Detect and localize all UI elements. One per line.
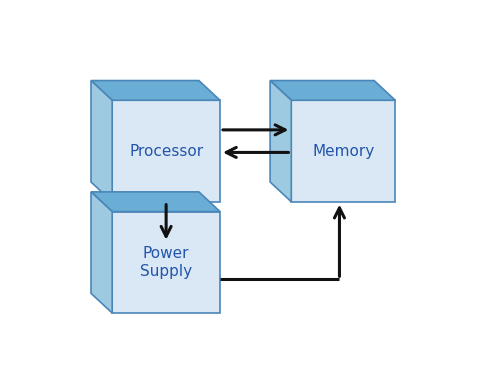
Text: Processor: Processor xyxy=(129,143,203,158)
Polygon shape xyxy=(112,100,220,202)
Polygon shape xyxy=(291,100,395,202)
Polygon shape xyxy=(270,81,291,202)
Polygon shape xyxy=(91,192,220,212)
Polygon shape xyxy=(91,81,112,202)
Polygon shape xyxy=(91,192,112,313)
Polygon shape xyxy=(91,81,220,100)
Polygon shape xyxy=(270,81,395,100)
Text: Power
Supply: Power Supply xyxy=(140,246,192,279)
Polygon shape xyxy=(112,212,220,313)
Text: Memory: Memory xyxy=(312,143,374,158)
